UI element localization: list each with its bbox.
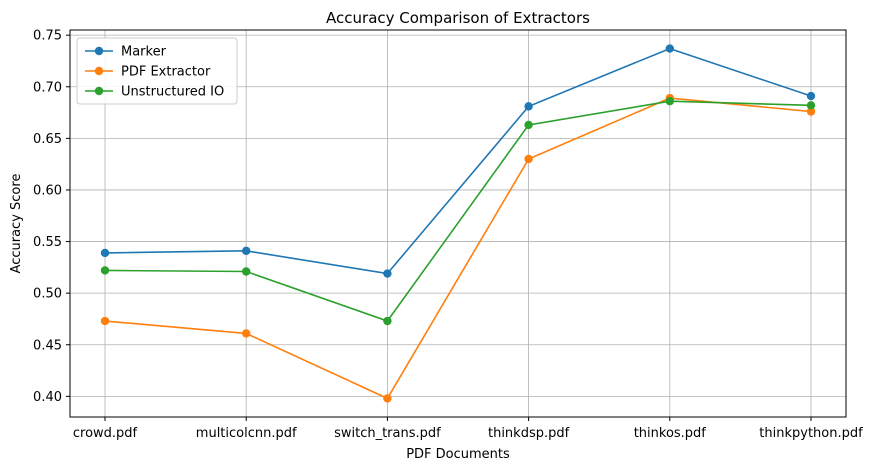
data-point [242,246,251,256]
y-tick-label: 0.50 [33,287,62,302]
x-tick-label: thinkdsp.pdf [488,426,570,441]
x-tick-label: crowd.pdf [73,426,138,441]
x-tick-label: thinkos.pdf [634,426,707,441]
legend-item: PDF Extractor [85,65,211,80]
series-line [104,47,812,275]
series-marker [100,44,816,278]
data-point [524,120,533,130]
data-point [242,267,251,276]
series-lines [100,44,816,403]
legend: Marker PDF Extractor Unstructured IO [76,37,238,105]
legend-marker [94,66,104,76]
y-axis-label: Accuracy Score [9,174,24,274]
chart-title: Accuracy Comparison of Extractors [326,9,590,27]
data-point [383,269,392,278]
data-point [383,394,392,403]
data-point [665,97,674,106]
data-point [242,329,251,338]
plot-frame [69,29,847,418]
data-point [383,316,392,326]
data-point [524,102,533,111]
y-tick-label: 0.55 [33,235,62,250]
y-tick-label: 0.70 [33,80,62,95]
legend-marker [94,46,104,56]
legend-label: PDF Extractor [121,65,211,80]
x-tick-label: thinkpython.pdf [759,426,863,441]
x-tick-label: switch_trans.pdf [334,426,441,441]
data-point [806,91,816,101]
series-unstructured-io [100,97,816,326]
series-line [104,100,812,322]
legend-label: Marker [121,45,167,60]
y-tick-label: 0.75 [33,29,62,44]
legend-item: Unstructured IO [85,85,224,100]
y-tick-label: 0.60 [33,183,62,198]
data-point [100,316,110,326]
y-tick-label: 0.40 [33,390,62,405]
y-tick-label: 0.65 [33,132,62,147]
data-point [100,248,110,258]
legend-label: Unstructured IO [121,85,224,100]
data-point [806,101,816,110]
x-axis-label: PDF Documents [406,447,510,462]
series-pdf-extractor [100,93,816,403]
data-point [806,107,816,116]
x-tick-label: multicolcnn.pdf [196,426,297,441]
legend-marker [94,86,104,96]
axis-ticks: crowd.pdf multicolcnn.pdf switch_trans.pdf… [33,29,863,441]
data-point [100,266,110,275]
data-point [665,44,674,53]
series-line [104,97,812,400]
legend-box [76,37,238,105]
data-point [524,154,533,164]
y-tick-label: 0.45 [33,338,62,353]
legend-item: Marker [85,45,167,60]
